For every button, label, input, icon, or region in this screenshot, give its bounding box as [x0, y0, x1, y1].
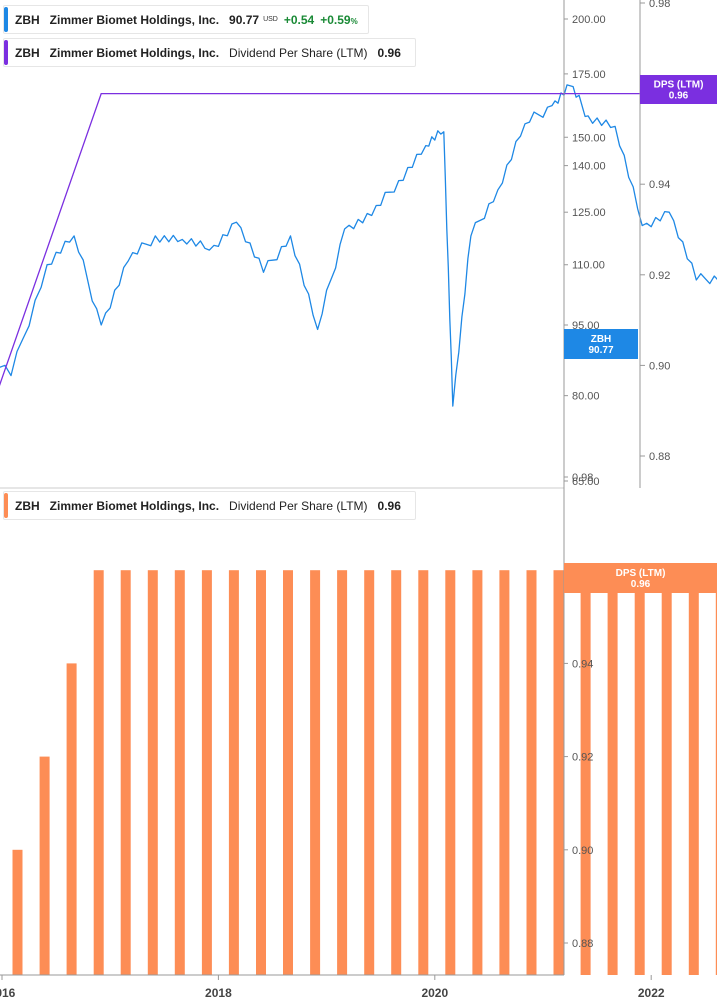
- dps-bar-badge-bg: [564, 563, 717, 593]
- price-legend-change: +0.54: [283, 12, 315, 27]
- price-axis-tick-label: 125.00: [572, 207, 606, 219]
- x-axis-tick-label: 2018: [205, 986, 232, 1000]
- bar-axis-tick-label: 0.94: [572, 658, 593, 670]
- price-legend-change-pct-value: +0.59: [320, 12, 351, 27]
- dps-line-badge-label: DPS (LTM): [654, 80, 704, 91]
- dps-bar[interactable]: [39, 756, 50, 975]
- dps-bar[interactable]: [715, 570, 717, 975]
- dps-bar[interactable]: [418, 570, 429, 975]
- price-pane[interactable]: [0, 84, 717, 456]
- dps-bar-legend-metric: Dividend Per Share (LTM): [229, 498, 368, 513]
- price-axis-tick-label: 175.00: [572, 69, 606, 81]
- dps-axis-tick-label: 0.98: [649, 0, 670, 10]
- price-legend-ticker: ZBH: [15, 12, 40, 27]
- dps-line-badge: DPS (LTM)0.96: [640, 75, 717, 104]
- dps-bar[interactable]: [634, 570, 645, 975]
- dps-line-legend-ticker: ZBH: [15, 45, 40, 60]
- dps-bar[interactable]: [364, 570, 375, 975]
- dps-bar[interactable]: [445, 570, 456, 975]
- dps-bar-badge-label: DPS (LTM): [616, 568, 666, 579]
- dps-bar[interactable]: [66, 663, 77, 975]
- dps-bar[interactable]: [256, 570, 266, 975]
- dps-line-legend-company: Zimmer Biomet Holdings, Inc.: [49, 45, 220, 60]
- dps-bar[interactable]: [526, 570, 537, 975]
- dps-bar[interactable]: [688, 570, 699, 975]
- dps-bar-legend: ZBH Zimmer Biomet Holdings, Inc. Dividen…: [3, 491, 416, 520]
- price-series-line[interactable]: [0, 84, 717, 407]
- dividend-pane[interactable]: [0, 570, 717, 975]
- dps-bar[interactable]: [580, 570, 591, 975]
- price-axis-tick-label: 65.00: [572, 476, 600, 488]
- dps-bar[interactable]: [310, 570, 321, 975]
- dps-axis-tick-label: 0.88: [649, 451, 670, 463]
- bar-axis-tick-label: 0.92: [572, 752, 593, 764]
- bar-axis-tick-label: 0.90: [572, 845, 593, 857]
- dps-bar[interactable]: [93, 570, 104, 975]
- dps-line-legend: ZBH Zimmer Biomet Holdings, Inc. Dividen…: [3, 38, 416, 67]
- bar-axis-tick-label: 0.88: [572, 938, 593, 950]
- dps-bar-legend-ticker: ZBH: [15, 498, 40, 513]
- x-axis-tick-label: 2020: [421, 986, 448, 1000]
- price-axis-tick-label: 140.00: [572, 161, 606, 173]
- dps-bar[interactable]: [499, 570, 510, 975]
- dps-bar[interactable]: [661, 570, 672, 975]
- dps-axis-tick-label: 0.92: [649, 270, 670, 282]
- dps-series-line[interactable]: [0, 92, 717, 456]
- price-axis-tick-label: 200.00: [572, 14, 606, 26]
- dps-axis-tick-label: 0.94: [649, 179, 670, 191]
- dps-bar-legend-company: Zimmer Biomet Holdings, Inc.: [49, 498, 220, 513]
- dps-bar[interactable]: [607, 570, 618, 975]
- dps-line-legend-value: 0.96: [377, 45, 401, 60]
- price-axis-tick-label: 110.00: [572, 260, 605, 272]
- dps-line-badge-bg: [640, 75, 717, 104]
- dps-bar[interactable]: [553, 570, 564, 975]
- price-legend: ZBH Zimmer Biomet Holdings, Inc. 90.77 U…: [3, 5, 369, 34]
- price-legend-company: Zimmer Biomet Holdings, Inc.: [49, 12, 220, 27]
- price-badge-label: ZBH: [591, 334, 612, 345]
- price-legend-pct-sign: %: [350, 16, 358, 26]
- dps-bar[interactable]: [147, 570, 158, 975]
- dps-bar[interactable]: [283, 570, 293, 975]
- dps-bar[interactable]: [472, 570, 483, 975]
- dps-bar[interactable]: [120, 570, 131, 975]
- dps-bar-legend-swatch: [4, 493, 8, 518]
- x-axis-tick-label: 2016: [0, 986, 16, 1000]
- price-axis-tick-label: 150.00: [572, 132, 606, 144]
- price-axis-tick-label: 80.00: [572, 391, 600, 403]
- dps-bar[interactable]: [12, 849, 23, 975]
- dps-bar-legend-value: 0.96: [377, 498, 401, 513]
- dps-line-legend-metric: Dividend Per Share (LTM): [229, 45, 368, 60]
- x-axis-tick-label: 2022: [638, 986, 665, 1000]
- price-legend-currency: USD: [263, 16, 278, 23]
- dps-bar[interactable]: [228, 570, 239, 975]
- price-legend-swatch: [4, 7, 8, 32]
- dps-axis-tick-label: 0.90: [649, 360, 670, 372]
- dps-bar[interactable]: [391, 570, 402, 975]
- dps-bar[interactable]: [201, 570, 212, 975]
- price-legend-value: 90.77: [229, 12, 260, 27]
- price-badge-bg: [564, 329, 638, 359]
- dps-bar-badge: DPS (LTM)0.96: [564, 563, 717, 593]
- dps-line-badge-value: 0.96: [669, 91, 689, 102]
- bar-axis-tick-label: 0.98: [572, 472, 593, 484]
- dps-bar[interactable]: [174, 570, 185, 975]
- price-badge-value: 90.77: [588, 345, 613, 356]
- price-legend-change-pct: +0.59%: [320, 13, 358, 27]
- dps-bar-badge-value: 0.96: [631, 579, 651, 590]
- dps-bar[interactable]: [337, 570, 348, 975]
- dps-line-legend-swatch: [4, 40, 8, 65]
